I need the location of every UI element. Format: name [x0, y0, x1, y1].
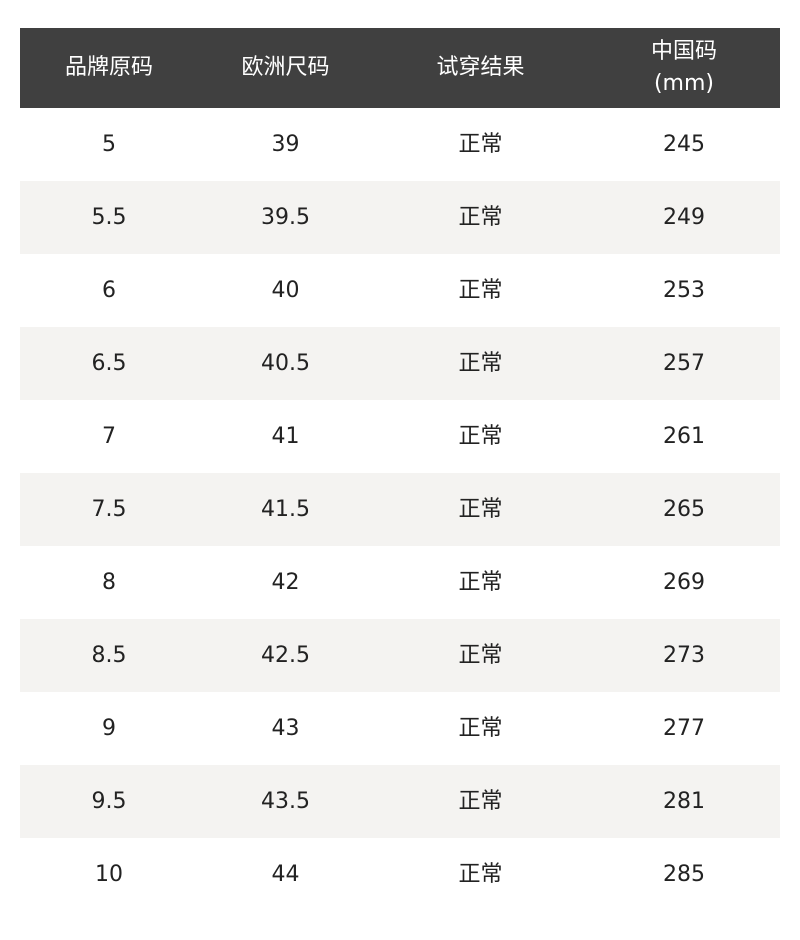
cell-china-size: 273 [663, 642, 705, 668]
table-row: 9 43 正常 277 [20, 692, 780, 765]
table-row: 6.5 40.5 正常 257 [20, 327, 780, 400]
cell-eu-size: 39 [271, 131, 300, 157]
table-row: 8.5 42.5 正常 273 [20, 619, 780, 692]
table-body: 5 39 正常 245 5.5 39.5 正常 249 6 40 正常 253 6.5 40.5 正常 257… [20, 108, 780, 911]
cell-china-size: 269 [663, 569, 705, 595]
cell-eu-size: 41.5 [261, 496, 310, 522]
cell-fit-result: 正常 [458, 204, 503, 230]
cell-fit-result: 正常 [458, 642, 503, 668]
cell-fit-result: 正常 [458, 423, 503, 449]
cell-brand-size: 7.5 [91, 496, 127, 522]
cell-fit-result: 正常 [458, 350, 503, 376]
cell-brand-size: 9.5 [91, 788, 127, 814]
table-row: 5.5 39.5 正常 249 [20, 181, 780, 254]
cell-eu-size: 42.5 [261, 642, 310, 668]
cell-eu-size: 42 [271, 569, 300, 595]
cell-brand-size: 5 [102, 131, 116, 157]
cell-fit-result: 正常 [458, 569, 503, 595]
cell-eu-size: 41 [271, 423, 300, 449]
cell-china-size: 257 [663, 350, 705, 376]
table-header: 品牌原码 欧洲尺码 试穿结果 中国码 (mm) [20, 28, 780, 108]
cell-fit-result: 正常 [458, 788, 503, 814]
cell-fit-result: 正常 [458, 496, 503, 522]
cell-brand-size: 7 [102, 423, 116, 449]
cell-fit-result: 正常 [458, 277, 503, 303]
cell-china-size: 281 [663, 788, 705, 814]
cell-brand-size: 6.5 [91, 350, 127, 376]
cell-china-size: 277 [663, 715, 705, 741]
cell-brand-size: 5.5 [91, 204, 127, 230]
cell-china-size: 261 [663, 423, 705, 449]
cell-eu-size: 43 [271, 715, 300, 741]
table-row: 7.5 41.5 正常 265 [20, 473, 780, 546]
header-china-size: 中国码 (mm) [650, 39, 717, 96]
table-row: 10 44 正常 285 [20, 838, 780, 911]
header-fit-result: 试穿结果 [436, 55, 525, 81]
cell-eu-size: 40.5 [261, 350, 310, 376]
cell-eu-size: 43.5 [261, 788, 310, 814]
table-row: 7 41 正常 261 [20, 400, 780, 473]
table-row: 8 42 正常 269 [20, 546, 780, 619]
cell-fit-result: 正常 [458, 131, 503, 157]
cell-china-size: 285 [663, 861, 705, 887]
cell-china-size: 245 [663, 131, 705, 157]
table-row: 6 40 正常 253 [20, 254, 780, 327]
cell-eu-size: 40 [271, 277, 300, 303]
cell-brand-size: 9 [102, 715, 116, 741]
cell-brand-size: 6 [102, 277, 116, 303]
cell-eu-size: 39.5 [261, 204, 310, 230]
cell-brand-size: 8.5 [91, 642, 127, 668]
header-eu-size: 欧洲尺码 [241, 55, 330, 81]
cell-china-size: 253 [663, 277, 705, 303]
table-row: 9.5 43.5 正常 281 [20, 765, 780, 838]
cell-brand-size: 10 [95, 861, 123, 887]
table-row: 5 39 正常 245 [20, 108, 780, 181]
size-chart-table: 品牌原码 欧洲尺码 试穿结果 中国码 (mm) 5 39 正常 245 5.5 39.5 正… [20, 28, 780, 911]
cell-fit-result: 正常 [458, 861, 503, 887]
cell-china-size: 265 [663, 496, 705, 522]
cell-fit-result: 正常 [458, 715, 503, 741]
cell-brand-size: 8 [102, 569, 116, 595]
cell-eu-size: 44 [271, 861, 300, 887]
header-brand-size: 品牌原码 [64, 55, 153, 81]
cell-china-size: 249 [663, 204, 705, 230]
